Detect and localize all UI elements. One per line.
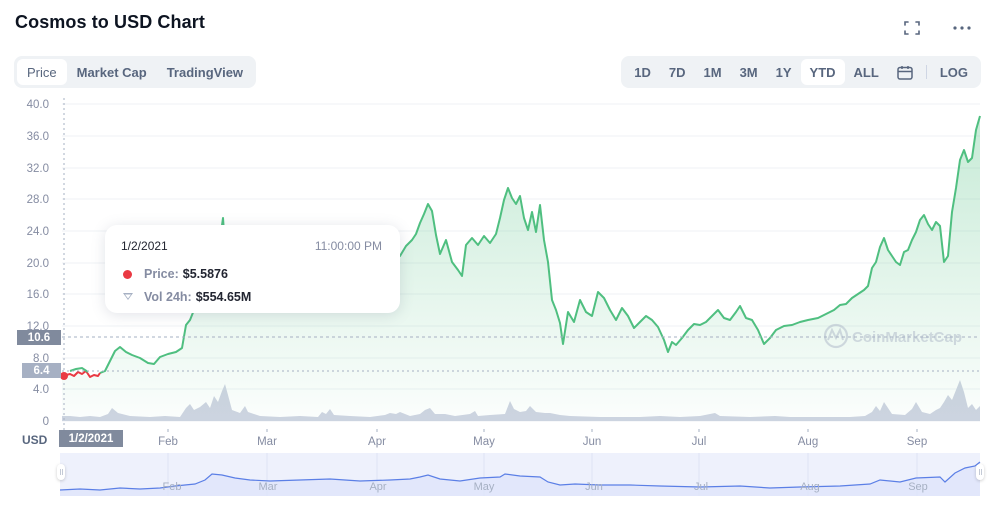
tab-price[interactable]: Price	[17, 59, 67, 85]
svg-text:CoinMarketCap: CoinMarketCap	[852, 329, 962, 346]
svg-text:32.0: 32.0	[27, 163, 49, 175]
svg-text:Jul: Jul	[694, 481, 708, 493]
svg-text:28.0: 28.0	[27, 194, 49, 206]
price-dot-icon	[123, 269, 132, 279]
svg-text:16.0: 16.0	[27, 289, 49, 301]
svg-text:May: May	[473, 436, 495, 448]
svg-text:May: May	[474, 481, 495, 493]
coinmarketcap-watermark: CoinMarketCap	[823, 323, 962, 349]
svg-text:0: 0	[43, 416, 49, 428]
svg-text:Mar: Mar	[259, 481, 278, 493]
tooltip-vol-label: Vol 24h:	[144, 290, 192, 304]
chart-tooltip: 1/2/2021 11:00:00 PM Price: $5.5876 Vol …	[105, 225, 400, 313]
svg-text:40.0: 40.0	[27, 99, 49, 111]
svg-text:24.0: 24.0	[27, 226, 49, 238]
more-horizontal-icon[interactable]	[952, 18, 972, 38]
chart-type-tabs: Price Market Cap TradingView	[14, 56, 257, 88]
svg-text:Aug: Aug	[800, 481, 820, 493]
range-3m[interactable]: 3M	[739, 64, 758, 80]
svg-text:Feb: Feb	[158, 436, 178, 448]
tooltip-price-value: $5.5876	[182, 267, 228, 281]
crosshair-point	[60, 372, 68, 380]
tooltip-date: 1/2/2021	[121, 239, 168, 253]
tooltip-price-label: Price:	[144, 267, 179, 281]
calendar-button[interactable]	[888, 59, 922, 85]
svg-text:Sep: Sep	[907, 436, 927, 448]
tooltip-time: 11:00:00 PM	[314, 239, 382, 253]
range-divider	[925, 65, 927, 79]
range-navigator: Feb Mar Apr May Jun Jul Aug Sep	[59, 453, 981, 496]
x-axis-labels: Feb Mar Apr May Jun Jul Aug Sep	[158, 436, 927, 448]
svg-text:8.0: 8.0	[33, 353, 49, 365]
price-line-down	[61, 370, 101, 378]
crosshair-price-badge: 6.4	[22, 363, 61, 378]
tab-market-cap[interactable]: Market Cap	[76, 64, 147, 80]
chart-toolbar-icons	[902, 18, 972, 38]
log-toggle[interactable]: LOG	[939, 64, 968, 80]
svg-text:36.0: 36.0	[27, 131, 49, 143]
range-1d[interactable]: 1D	[634, 64, 651, 80]
calendar-icon	[897, 65, 913, 80]
svg-text:Feb: Feb	[163, 481, 182, 493]
expand-icon[interactable]	[902, 18, 922, 38]
tab-tradingview[interactable]: TradingView	[166, 64, 244, 80]
navigator-right-handle[interactable]	[976, 464, 984, 480]
volume-icon	[123, 293, 133, 300]
currency-label: USD	[22, 433, 48, 447]
crosshair-date-badge: 1/2/2021	[59, 430, 123, 447]
range-1y[interactable]: 1Y	[775, 64, 792, 80]
price-line-early-up	[69, 366, 89, 373]
svg-text:Sep: Sep	[908, 481, 928, 493]
range-1m[interactable]: 1M	[703, 64, 722, 80]
y-axis-labels: 40.0 36.0 32.0 28.0 24.0 20.0 16.0 12.0 …	[27, 99, 49, 428]
range-all[interactable]: ALL	[853, 64, 879, 80]
svg-text:Jun: Jun	[585, 481, 603, 493]
svg-text:Mar: Mar	[257, 436, 277, 448]
tooltip-vol-value: $554.65M	[195, 290, 252, 304]
price-area	[62, 116, 980, 421]
range-7d[interactable]: 7D	[668, 64, 686, 80]
svg-text:Apr: Apr	[369, 481, 386, 493]
current-price-badge: 10.6	[17, 330, 61, 345]
x-axis-ticks	[167, 429, 918, 432]
svg-text:20.0: 20.0	[27, 258, 49, 270]
svg-text:Jul: Jul	[692, 436, 707, 448]
navigator-left-handle[interactable]	[57, 464, 65, 480]
svg-text:Jun: Jun	[583, 436, 602, 448]
svg-text:4.0: 4.0	[33, 384, 49, 396]
time-range-selector: 1D 7D 1M 3M 1Y YTD ALL LOG	[621, 56, 981, 88]
page-title: Cosmos to USD Chart	[15, 12, 205, 32]
svg-text:Apr: Apr	[368, 436, 386, 448]
range-ytd[interactable]: YTD	[800, 59, 845, 85]
svg-text:Aug: Aug	[798, 436, 818, 448]
